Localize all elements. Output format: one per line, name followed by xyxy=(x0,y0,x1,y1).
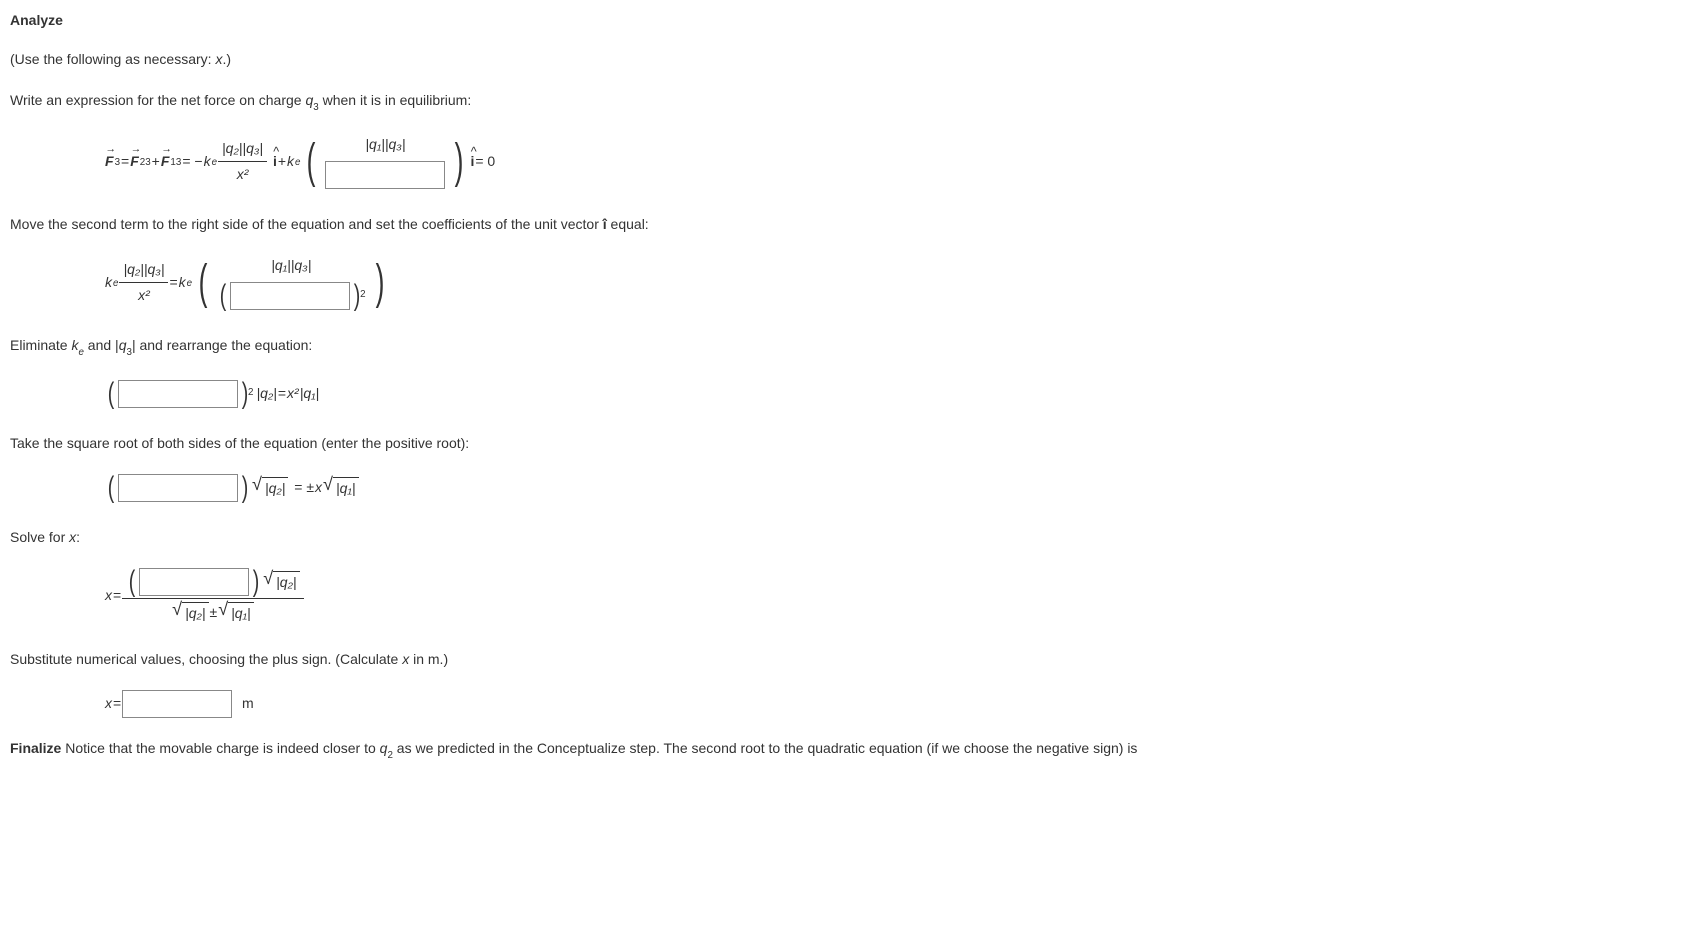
eq2-eq: = xyxy=(169,272,177,293)
eq5-x: x xyxy=(105,585,112,606)
eq1-den1: x² xyxy=(233,162,253,185)
eq1-frac1: |q₂||q₃| x² xyxy=(218,138,267,185)
eq5-sqrt-bot2: √|q₁| xyxy=(218,601,253,624)
instr6-pre: Substitute numerical values, choosing th… xyxy=(10,651,402,667)
instr3-mid: and | xyxy=(84,337,119,353)
eq1-e2: e xyxy=(295,156,300,171)
eq5-sqrt-bot1-body: |q₂| xyxy=(182,602,208,624)
eq1-eq1: = xyxy=(121,151,129,172)
eq4-input[interactable] xyxy=(118,474,238,502)
eq2-frac1: |q₂||q₃| x² xyxy=(119,259,168,306)
instr3-q: q xyxy=(119,337,127,353)
instr5-pre: Solve for xyxy=(10,529,69,545)
equation-1: F3 = F23 + F13 = −ke |q₂||q₃| x² i + ke … xyxy=(105,134,1679,189)
finalize-label: Finalize xyxy=(10,740,61,756)
instr2-pre: Move the second term to the right side o… xyxy=(10,216,603,232)
eq4-sqrt-q1-body: |q₁| xyxy=(333,477,358,499)
instr1-post: when it is in equilibrium: xyxy=(319,92,472,108)
finalize-line: Finalize Notice that the movable charge … xyxy=(10,738,1679,762)
eq1-negke: = − xyxy=(182,151,202,172)
finalize-sub: 2 xyxy=(387,750,392,761)
eq2-e2: e xyxy=(187,277,192,292)
eq1-sub13: 13 xyxy=(170,156,181,171)
eq3-eq: = xyxy=(278,383,286,404)
eq3-input[interactable] xyxy=(118,380,238,408)
eq5-eq: = xyxy=(113,585,121,606)
eq5-frac: ( ) √|q₂| √|q₂| ± √|q₁| xyxy=(122,568,303,624)
eq1-F23: F xyxy=(130,151,139,172)
eq1-paren: ( |q₁||q₃| ) xyxy=(301,134,469,189)
eq2-input[interactable] xyxy=(230,282,350,310)
instr1-sub: 3 xyxy=(313,102,318,113)
instr6-post: in m.) xyxy=(409,651,448,667)
instruction-2: Move the second term to the right side o… xyxy=(10,214,1679,235)
eq4-sqrt-q2: √|q₂| xyxy=(252,476,288,499)
eq4-sqrt-q1: √|q₁| xyxy=(323,476,358,499)
eq4-x: x xyxy=(315,477,322,498)
eq3-exp: 2 xyxy=(248,386,253,401)
instr3-e: e xyxy=(78,347,83,358)
instr3-post: | and rearrange the equation: xyxy=(132,337,312,353)
instruction-6: Substitute numerical values, choosing th… xyxy=(10,649,1679,670)
instruction-5: Solve for x: xyxy=(10,527,1679,548)
eq6-x: x xyxy=(105,693,112,714)
eq1-k2: k xyxy=(287,151,294,172)
instr3-sub: 3 xyxy=(127,347,132,358)
instr2-post: equal: xyxy=(607,216,649,232)
eq1-e1: e xyxy=(212,156,217,171)
eq3-q2: |q₂| xyxy=(256,383,276,404)
eq2-k2: k xyxy=(179,272,186,293)
eq5-input[interactable] xyxy=(139,568,249,596)
eq2-k1: k xyxy=(105,272,112,293)
eq2-den1: x² xyxy=(134,283,154,306)
eq1-sub3: 3 xyxy=(115,156,120,171)
eq2-paren: ( |q₁||q₃| ( ) 2 ) xyxy=(193,255,389,310)
eq2-num2: |q₁||q₃| xyxy=(261,255,321,280)
equation-6: x = m xyxy=(105,690,1679,718)
equation-3: ( ) 2 |q₂| = x² |q₁| xyxy=(105,380,1679,408)
eq1-k1: k xyxy=(204,151,211,172)
eq5-sqrt-top: √|q₂| xyxy=(263,570,299,593)
eq3-q1: |q₁| xyxy=(300,383,319,404)
eq1-zero: = 0 xyxy=(475,151,495,172)
intro-pre: (Use the following as necessary: xyxy=(10,51,215,67)
instruction-3: Eliminate ke and |q3| and rearrange the … xyxy=(10,335,1679,359)
eq6-eq: = xyxy=(113,693,121,714)
equation-5: x = ( ) √|q₂| √|q₂| ± xyxy=(105,568,1679,624)
eq1-num2: |q₁||q₃| xyxy=(355,134,415,159)
finalize-pre: Notice that the movable charge is indeed… xyxy=(61,740,379,756)
eq6-unit: m xyxy=(242,693,254,714)
finalize-post: as we predicted in the Conceptualize ste… xyxy=(393,740,1138,756)
instr1-pre: Write an expression for the net force on… xyxy=(10,92,305,108)
eq6-input[interactable] xyxy=(122,690,232,718)
eq1-num1: |q₂||q₃| xyxy=(218,138,267,162)
equation-2: ke |q₂||q₃| x² = ke ( |q₁||q₃| ( ) 2 ) xyxy=(105,255,1679,310)
eq1-input[interactable] xyxy=(325,161,445,189)
equation-4: ( ) √|q₂| = ± x √|q₁| xyxy=(105,474,1679,502)
eq5-sqrt-bot1: √|q₂| xyxy=(172,601,208,624)
eq1-sub23: 23 xyxy=(140,156,151,171)
section-heading: Analyze xyxy=(10,10,1679,31)
eq2-exp: 2 xyxy=(360,288,365,303)
eq1-ihat2: i xyxy=(470,151,474,172)
eq5-pm: ± xyxy=(210,602,218,623)
instruction-1: Write an expression for the net force on… xyxy=(10,90,1679,114)
eq4-sqrt-q2-body: |q₂| xyxy=(262,477,288,499)
eq5-sqrt-bot2-body: |q₁| xyxy=(228,602,253,624)
instruction-4: Take the square root of both sides of th… xyxy=(10,433,1679,454)
eq1-ihat1: i xyxy=(273,151,277,172)
eq1-plus: + xyxy=(152,151,160,172)
intro-post: .) xyxy=(222,51,231,67)
eq4-eq: = ± xyxy=(294,477,314,498)
eq3-x2: x² xyxy=(287,383,299,404)
intro-line: (Use the following as necessary: x.) xyxy=(10,49,1679,70)
instr5-post: : xyxy=(76,529,80,545)
instr3-pre: Eliminate xyxy=(10,337,71,353)
eq5-sqrt-top-body: |q₂| xyxy=(273,571,299,593)
eq1-F3: F xyxy=(105,151,114,172)
eq2-num1: |q₂||q₃| xyxy=(119,259,168,283)
eq1-F13: F xyxy=(161,151,170,172)
eq2-e1: e xyxy=(113,277,118,292)
